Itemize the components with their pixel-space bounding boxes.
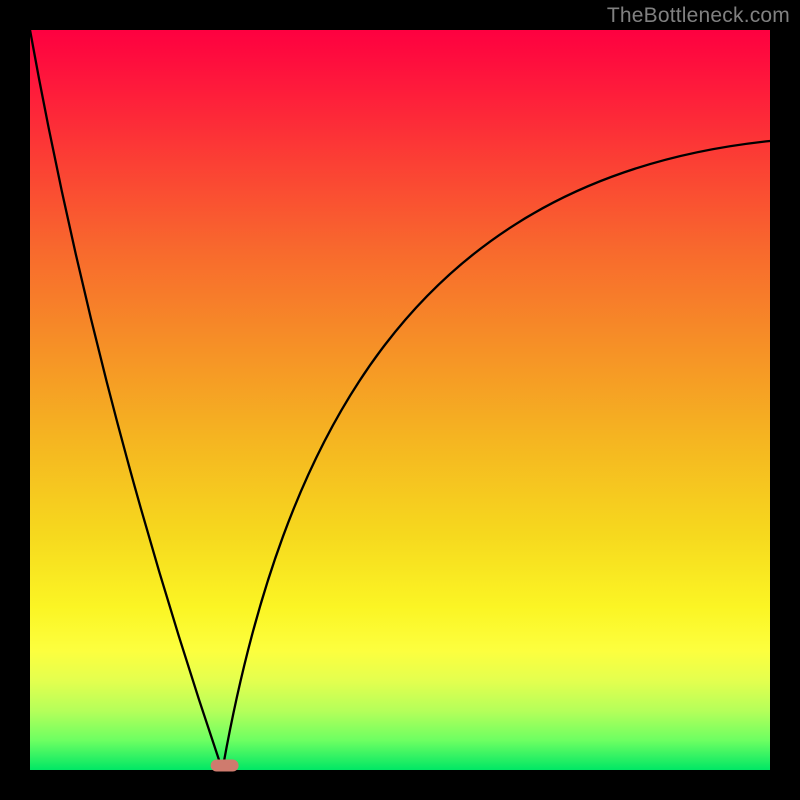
bottleneck-chart [0,0,800,800]
plot-background [30,30,770,770]
watermark-text: TheBottleneck.com [607,4,790,28]
minimum-marker [211,760,239,772]
